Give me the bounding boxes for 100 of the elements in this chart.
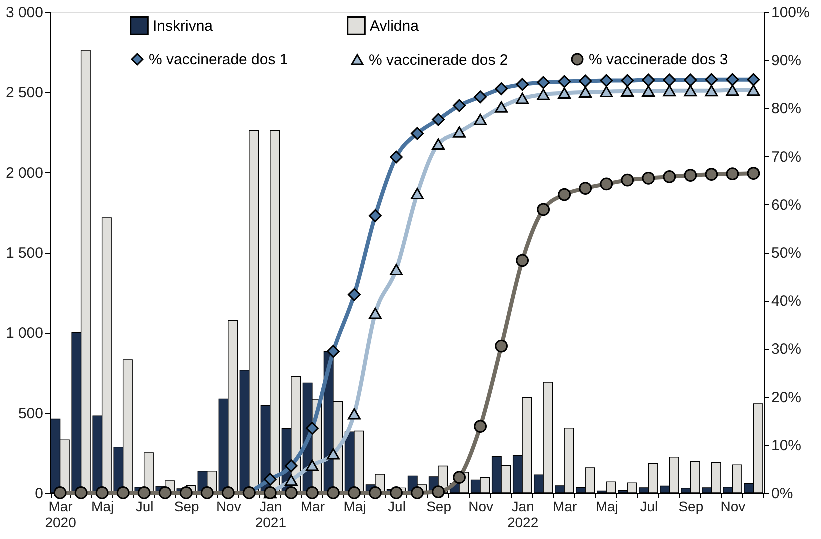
point <box>116 486 130 500</box>
point <box>537 76 550 90</box>
point <box>96 486 109 500</box>
legend-label: % vaccinerade dos 3 <box>589 52 728 69</box>
point <box>495 82 508 96</box>
point <box>663 170 676 184</box>
point <box>684 169 698 182</box>
point <box>726 84 740 96</box>
legend-label: % vaccinerade dos 1 <box>149 52 288 69</box>
point <box>516 92 530 104</box>
legend-label: Inskrivna <box>153 18 214 35</box>
point <box>390 264 403 276</box>
point <box>180 486 193 500</box>
y-tick-label: 2 500 <box>6 84 44 102</box>
point <box>432 113 445 126</box>
x-tick-label: Sep <box>174 498 200 514</box>
x-tick-label: Maj <box>344 498 366 514</box>
point <box>474 420 487 434</box>
point <box>579 74 592 88</box>
x-tick-label: Maj <box>92 498 114 514</box>
point <box>432 138 445 150</box>
point <box>495 340 508 353</box>
point <box>327 486 340 500</box>
point <box>390 486 403 500</box>
y-tick-label: 500 <box>18 405 44 422</box>
x-tick-label: Jul <box>388 498 406 514</box>
point <box>284 474 298 486</box>
x-tick-label: Jan 2022 <box>507 498 539 530</box>
x-tick-label: Mar <box>553 498 578 514</box>
point <box>600 86 614 98</box>
point <box>642 86 656 98</box>
point <box>579 182 592 195</box>
point <box>348 288 361 302</box>
point <box>726 73 740 86</box>
point <box>411 127 424 140</box>
point <box>726 168 740 181</box>
point <box>222 486 235 500</box>
x-tick-label: Nov <box>216 498 242 514</box>
point <box>747 167 760 180</box>
y-tick-label: 0 <box>35 486 44 502</box>
y2-tick-label: 50% <box>772 245 802 262</box>
point <box>642 74 656 87</box>
point <box>306 422 319 435</box>
point <box>600 178 614 191</box>
point <box>516 78 530 92</box>
legend-label: Avlidna <box>370 18 420 35</box>
y2-tick-label: 70% <box>772 148 802 166</box>
y2-tick-label: 40% <box>772 293 802 310</box>
point <box>390 150 403 164</box>
point <box>579 86 592 98</box>
y2-tick-label: 30% <box>772 341 802 358</box>
point <box>474 90 487 104</box>
y2-tick-label: 80% <box>772 100 802 118</box>
point <box>684 74 698 87</box>
point <box>138 486 151 500</box>
point <box>537 89 550 100</box>
point <box>705 73 718 86</box>
point <box>74 486 88 500</box>
point <box>642 172 656 185</box>
point <box>327 345 340 358</box>
point <box>621 74 634 88</box>
point <box>411 188 424 200</box>
point <box>663 85 676 97</box>
y2-tick-label: 90% <box>772 52 802 70</box>
point <box>516 254 530 268</box>
x-tick-label: Sep <box>426 498 452 514</box>
y-tick-label: 1 000 <box>6 325 44 342</box>
point <box>453 126 466 138</box>
legend-label: % vaccinerade dos 2 <box>369 52 508 69</box>
y2-tick-label: 100% <box>772 4 810 22</box>
point <box>453 471 466 484</box>
point <box>537 203 550 216</box>
point <box>306 486 319 500</box>
x-tick-label: Jul <box>640 498 658 514</box>
point <box>158 486 172 500</box>
point <box>621 174 634 187</box>
point <box>348 408 361 420</box>
point <box>495 102 508 113</box>
point <box>600 74 614 88</box>
x-tick-label: Maj <box>596 498 618 514</box>
point <box>558 88 572 99</box>
y2-tick-label: 10% <box>772 437 802 454</box>
point <box>432 486 445 498</box>
point <box>474 114 487 126</box>
point <box>284 486 298 500</box>
x-tick-label: Mar <box>300 498 326 514</box>
point <box>558 188 572 202</box>
point <box>411 486 424 500</box>
point <box>54 486 67 500</box>
point <box>558 75 572 88</box>
point <box>306 460 319 472</box>
point <box>327 448 340 460</box>
x-tick-label: Nov <box>468 498 494 514</box>
point <box>663 74 676 87</box>
y-tick-label: 2 000 <box>6 164 44 182</box>
point <box>369 308 382 320</box>
point <box>200 486 214 500</box>
x-tick-label: Jan 2021 <box>255 498 287 530</box>
point <box>264 473 277 486</box>
point <box>747 73 760 86</box>
